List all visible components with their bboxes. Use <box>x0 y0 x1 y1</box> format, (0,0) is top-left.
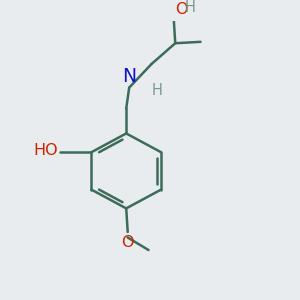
Text: O: O <box>175 2 188 17</box>
Text: O: O <box>122 235 134 250</box>
Text: N: N <box>122 67 136 86</box>
Text: HO: HO <box>34 143 58 158</box>
Text: H: H <box>152 83 162 98</box>
Text: H: H <box>185 1 196 16</box>
